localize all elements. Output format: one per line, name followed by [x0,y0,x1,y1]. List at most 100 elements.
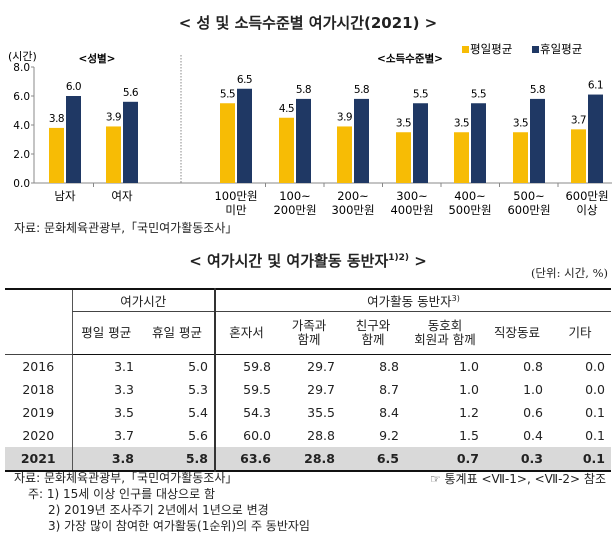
bar-weekday [220,103,235,183]
column-header-line: 가족과 [291,318,327,333]
bar-holiday [296,98,311,183]
x-tick-label: 남자 [54,189,76,203]
data-label: 6.1 [588,80,603,92]
x-tick-label: 600만원 [507,203,550,217]
value-cell: 5.6 [188,428,208,443]
x-tick-label: 100~ [279,189,311,203]
value-cell: 59.5 [214,378,277,401]
x-tick-label: 200~ [337,189,369,203]
data-label: 5.5 [220,88,235,100]
y-tick-label: 6.0 [13,91,30,103]
value-cell: 54.3 [214,401,277,424]
x-tick-label: 이상 [576,203,598,217]
group-leisure-time: 여가시간 [71,288,215,312]
year-header [5,288,72,355]
column-header-line: 혼자서 [229,325,264,340]
value-cell: 29.7 [307,359,335,374]
value-cell: 9.2 [379,428,399,443]
column-header-line: 동호회 [427,318,463,333]
value-cell: 1.5 [459,428,479,443]
data-label: 5.8 [530,84,545,96]
column-header-line: 친구와 [355,318,391,333]
value-cell: 0.3 [485,447,549,472]
bar-weekday [396,132,411,183]
footnote-2: 2) 2019년 조사주기 2년에서 1년으로 변경 [48,503,269,517]
column-header: 가족과 함께 [277,311,341,355]
value-cell: 0.6 [523,405,543,420]
value-cell: 0.0 [585,359,605,374]
group-companion-label: 여가활동 동반자 [367,294,452,309]
value-cell: 0.1 [585,405,605,420]
value-cell: 0.4 [523,428,543,443]
data-label: 3.5 [396,117,411,129]
data-label: 6.5 [237,74,252,86]
column-header: 직장동료 [485,311,549,355]
value-cell: 3.7 [71,424,140,447]
value-cell: 0.0 [585,382,605,397]
table-title-sup: 1)2) [388,253,410,263]
value-cell: 0.8 [523,359,543,374]
bar-holiday [66,96,81,183]
table-row: 2019 3.5 5.4 54.3 35.5 8.4 1.2 0.6 0.1 [5,401,611,424]
bar-holiday [471,103,486,183]
legend-swatch-weekday [462,46,469,53]
stat-table-reference: ☞ 통계표 <Ⅶ-1>, <Ⅶ-2> 참조 [429,472,606,486]
bar-holiday [237,88,252,183]
column-header-line: 회원과 함께 [414,332,476,347]
data-label: 3.7 [571,114,586,126]
value-cell: 8.4 [379,405,399,420]
value-cell: 3.1 [71,354,140,378]
column-header-line: 함께 [297,332,321,347]
value-cell: 8.7 [379,382,399,397]
table-row: 2021 3.8 5.8 63.6 28.8 6.5 0.7 0.3 0.1 [5,447,611,472]
group-label-income: <소득수준별> [377,52,443,65]
value-cell: 5.4 [188,405,208,420]
table-title: < 여가시간 및 여가활동 동반자1)2) > [0,250,616,271]
bar-holiday [354,98,369,183]
bar-holiday [123,101,138,183]
x-tick-label: 미만 [225,203,247,217]
chart-title: < 성 및 소득수준별 여가시간(2021) > [178,14,438,32]
value-cell: 1.0 [459,382,479,397]
value-cell: 5.3 [188,382,208,397]
data-label: 3.9 [337,111,352,123]
bar-holiday [530,98,545,183]
value-cell: 1.0 [459,359,479,374]
column-header-line: 함께 [361,332,385,347]
value-cell: 8.8 [379,359,399,374]
value-cell: 60.0 [214,424,277,447]
data-label: 5.5 [413,88,428,100]
value-cell: 1.0 [523,382,543,397]
x-tick-label: 100만원 [214,189,257,203]
table-title-end: > [409,252,427,270]
bar-weekday [106,126,121,183]
bar-weekday [513,132,528,183]
bar-holiday [588,94,603,183]
value-cell: 1.2 [459,405,479,420]
column-header: 동호회 회원과 함께 [405,311,485,355]
unit-label: (단위: 시간, %) [530,266,608,280]
y-tick-label: 8.0 [13,62,30,74]
bar-weekday [279,117,294,183]
leisure-table: 여가시간 여가활동 동반자3) 평일 평균 휴일 평균 혼자서 가족과 함께 친구와 함께 동… [5,288,611,472]
group-companion: 여가활동 동반자3) [214,288,611,312]
chart-source: 자료: 문화체육관광부,「국민여가활동조사」 [14,221,238,235]
bar-weekday [49,127,64,183]
table-row: 2020 3.7 5.6 60.0 28.8 9.2 1.5 0.4 0.1 [5,424,611,447]
x-tick-label: 여자 [111,189,133,203]
value-cell: 5.8 [140,447,215,472]
data-label: 6.0 [66,81,81,93]
value-cell: 3.8 [71,447,140,472]
data-label: 3.8 [49,113,64,125]
x-tick-label: 400~ [454,189,486,203]
column-header-line: 기타 [568,325,592,340]
value-cell: 5.0 [188,359,208,374]
column-header: 휴일 평균 [140,311,215,355]
group-label-gender: <성별> [79,52,116,65]
y-axis-label: (시간) [8,50,37,63]
footnote-3: 3) 가장 많이 참여한 여가활동(1순위)의 주 동반자임 [48,519,310,533]
bar-chart: (시간) 0.0 2.0 4.0 6.0 8.0 <성별> <소득수준별> 평일평균 휴일평균 3.… [8,42,612,217]
bar-weekday [337,126,352,183]
column-header: 친구와 함께 [341,311,405,355]
column-header-line: 평일 평균 [81,325,132,340]
